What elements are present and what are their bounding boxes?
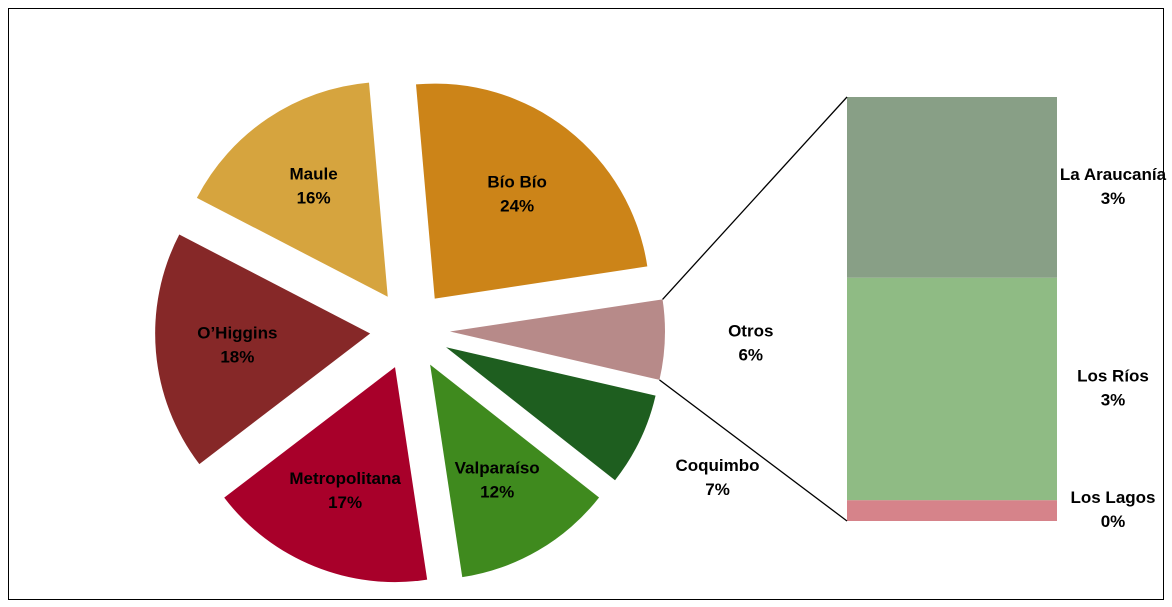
pie-slice: [155, 234, 371, 465]
bar-segment: [847, 97, 1057, 278]
slice-label: Bío Bío: [487, 172, 547, 191]
bar-segment: [847, 277, 1057, 501]
pie-slice: [430, 364, 600, 578]
slice-value-label: 7%: [705, 480, 730, 499]
bar-label: La Araucanía: [1060, 165, 1167, 184]
bar-segment: [847, 500, 1057, 521]
slice-value-label: 17%: [328, 493, 362, 512]
slice-label: Maule: [290, 164, 338, 183]
bar-label: Los Lagos: [1070, 488, 1155, 507]
slice-value-label: 18%: [220, 348, 254, 367]
bar-value-label: 0%: [1101, 512, 1126, 531]
bar-value-label: 3%: [1101, 390, 1126, 409]
bar-label: Los Ríos: [1077, 366, 1149, 385]
slice-value-label: 6%: [738, 346, 763, 365]
slice-value-label: 24%: [500, 196, 534, 215]
slice-label: Coquimbo: [676, 456, 760, 475]
slice-label: O’Higgins: [197, 324, 277, 343]
connector-line: [659, 379, 848, 522]
slice-value-label: 12%: [480, 482, 514, 501]
slice-label: Metropolitana: [289, 469, 401, 488]
slice-label: Valparaíso: [455, 458, 540, 477]
pie-slice: [224, 367, 428, 583]
pie-slice: [196, 82, 388, 297]
slice-value-label: 16%: [297, 188, 331, 207]
bar-value-label: 3%: [1101, 189, 1126, 208]
pie-slice: [415, 83, 648, 299]
pie-slice: [446, 347, 656, 481]
slice-label: Otros: [728, 322, 773, 341]
pie-slice: [449, 299, 665, 380]
connector-line: [662, 96, 848, 300]
